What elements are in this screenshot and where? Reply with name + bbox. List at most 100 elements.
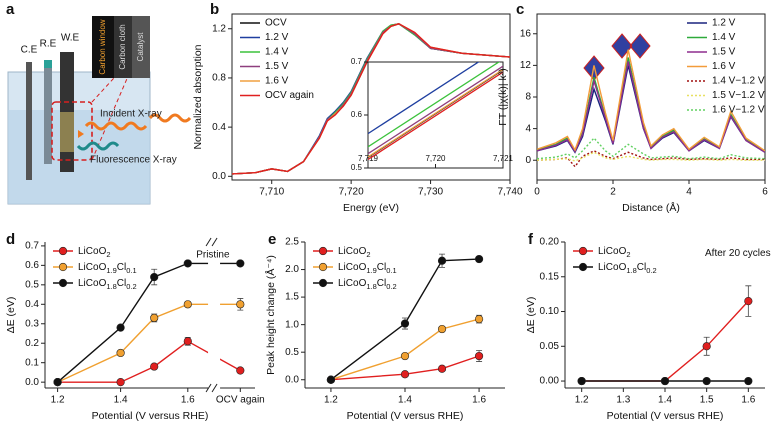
axis-break xyxy=(205,237,218,393)
x-tick-label: 1.2 xyxy=(324,395,338,406)
x-tick-label: 2 xyxy=(610,187,616,198)
panel-label: b xyxy=(210,1,219,18)
data-point xyxy=(326,375,336,384)
legend-label: OCV again xyxy=(265,90,314,101)
chart: 0.0 0.4 0.8 1.2 7,710 7,720 7,730 7,740 Energy (… xyxy=(192,1,523,214)
data-point xyxy=(116,378,125,387)
series-line xyxy=(581,300,749,382)
data-point xyxy=(183,259,192,268)
chart: 0.00 0.05 0.10 0.15 0.20 1.2 1.3 1.4 1.5 1.6 Poten… xyxy=(525,231,771,422)
series-group xyxy=(581,300,749,382)
x-axis-title: Potential (V versus RHE) xyxy=(607,410,724,422)
incident-beam xyxy=(84,113,192,131)
y-tick-label: 0 xyxy=(525,155,531,166)
series-group xyxy=(232,23,510,175)
fluorescence-beam xyxy=(76,141,120,151)
series-line xyxy=(330,318,480,381)
legend-label: 1.5 V−1.2 V xyxy=(712,90,765,101)
data-point xyxy=(183,337,192,346)
x-tick-label: 6 xyxy=(762,187,768,198)
layer-cloth xyxy=(114,16,132,78)
legend-label: LiCoO1.8Cl0.2 xyxy=(338,278,397,292)
x-tick-label: 1.2 xyxy=(575,395,589,406)
octahedron-icon xyxy=(611,33,651,59)
legend-label: 1.4 V−1.2 V xyxy=(712,76,765,87)
axis-break-gap xyxy=(208,242,221,390)
legend-label: 1.4 V xyxy=(712,32,736,43)
layer-label: Catalyst xyxy=(136,32,145,62)
series-line xyxy=(537,49,765,152)
y-tick-label: 0.4 xyxy=(212,122,226,133)
x-axis-title: Energy (eV) xyxy=(343,202,399,214)
chart: 0.50.60.77,719 7,720 7,721 xyxy=(351,57,514,172)
y-tick-label: 1.2 xyxy=(212,23,226,34)
x-tick-label: 7,721 xyxy=(493,154,514,163)
legend-marker xyxy=(318,278,328,288)
legend-marker xyxy=(58,246,68,256)
data-point xyxy=(474,254,484,264)
electrode-label: W.E xyxy=(61,33,80,44)
x-axis-title: Potential (V versus RHE) xyxy=(347,410,464,422)
y-tick-label: 0.20 xyxy=(540,237,560,248)
panel-label: c xyxy=(516,1,524,18)
legend-label: 1.6 V xyxy=(265,76,289,87)
y-axis-title: ΔE (eV) xyxy=(525,297,537,334)
series-line xyxy=(537,137,765,160)
reference-electrode xyxy=(44,64,52,164)
legend-label: OCV xyxy=(265,18,287,29)
data-point xyxy=(400,319,410,328)
data-point xyxy=(702,376,711,386)
beam-label: Fluorescence X-ray xyxy=(90,155,177,166)
electrode-label: R.E xyxy=(40,39,57,50)
legend-label: 1.4 V xyxy=(265,47,289,58)
annotation: Pristine xyxy=(196,249,230,260)
layer-label: Carbon window xyxy=(98,19,107,74)
data-point xyxy=(702,342,711,351)
data-point xyxy=(53,378,62,387)
data-point xyxy=(236,366,245,375)
y-tick-label: 0.7 xyxy=(351,57,363,66)
layer-window xyxy=(92,16,114,78)
x-tick-label: 1.6 xyxy=(472,395,486,406)
legend-label: 1.6 V xyxy=(712,61,736,72)
x-tick-label: OCV again xyxy=(216,395,265,406)
data-point xyxy=(437,364,447,373)
data-point xyxy=(116,323,125,332)
series-line xyxy=(232,23,510,175)
y-tick-label: 12 xyxy=(520,60,532,71)
inset-background xyxy=(368,62,503,168)
legend-marker xyxy=(58,278,68,288)
catalyst-area xyxy=(60,112,74,152)
legend-label: LiCoO1.9Cl0.1 xyxy=(78,262,137,276)
y-axis-title: FT (|χ(k)| k³) xyxy=(497,68,509,125)
data-point xyxy=(400,351,410,361)
data-point xyxy=(400,370,410,379)
y-tick-label: 0.5 xyxy=(25,279,39,290)
series-group xyxy=(368,62,503,161)
annotation: After 20 cycles xyxy=(705,248,771,259)
legend-label: 1.2 V xyxy=(712,18,736,29)
counter-electrode xyxy=(26,62,32,180)
data-point xyxy=(116,348,125,358)
data-point xyxy=(577,376,586,386)
panel-label: f xyxy=(528,231,534,248)
panel-label: e xyxy=(268,231,276,248)
y-tick-label: 0.6 xyxy=(25,260,39,271)
y-tick-label: 0.2 xyxy=(25,338,39,349)
y-tick-label: 0.6 xyxy=(351,110,363,119)
y-tick-label: 0.4 xyxy=(25,299,39,310)
x-tick-label: 4 xyxy=(686,187,692,198)
y-tick-label: 0.15 xyxy=(540,271,560,282)
y-tick-label: 1.0 xyxy=(285,319,299,330)
series-line xyxy=(368,65,503,155)
x-tick-label: 0 xyxy=(534,187,540,198)
series-line xyxy=(368,62,501,148)
x-tick-label: 7,730 xyxy=(418,187,443,198)
x-tick-label: 1.5 xyxy=(700,395,714,406)
series-line xyxy=(537,150,765,168)
y-tick-label: 0.5 xyxy=(351,163,363,172)
x-tick-label: 1.2 xyxy=(51,395,65,406)
series-line xyxy=(537,61,765,153)
series-group xyxy=(537,49,765,168)
